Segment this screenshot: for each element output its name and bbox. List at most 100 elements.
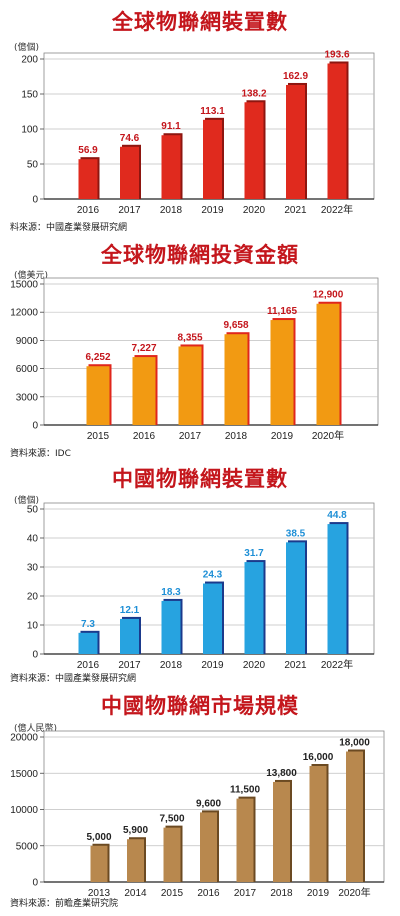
x-tick-label: 2020 [243,205,266,216]
y-tick-label: 50 [27,505,39,516]
y-unit-label: (億個) [14,43,40,53]
x-tick-label: 2019 [307,888,330,899]
data-label: 193.6 [324,49,349,60]
source-note: 資料來源：前瞻產業研究院 [10,899,119,909]
x-tick-label: 2015 [87,431,110,442]
y-tick-label: 40 [27,534,39,545]
bar [286,84,305,199]
y-tick-label: 3000 [16,392,39,403]
y-tick-label: 9000 [16,336,39,347]
data-label: 7,227 [131,343,156,354]
x-tick-label: 2020 [243,660,266,671]
data-label: 38.5 [286,528,306,539]
x-tick-label: 2021 [284,205,307,216]
data-label: 6,252 [85,352,110,363]
y-tick-label: 0 [32,195,38,206]
data-label: 7.3 [81,619,95,630]
source-note: 料來源：中國產業發展研究網 [10,223,128,233]
x-tick-label: 2018 [270,888,293,899]
y-tick-label: 50 [27,160,39,171]
bar-chart-global-iot-investment: 0 3000 6000 9000 12000 15000 6,252 2015 7,227 201… [10,277,379,442]
y-tick-label: 6000 [16,364,39,375]
bar [86,366,110,425]
bar [78,159,98,199]
chart-title: 全球物聯網投資金額 [101,242,299,267]
bar [244,562,264,654]
chart-title: 中國物聯網裝置數 [112,466,288,491]
bar [200,812,217,882]
bar [236,798,254,882]
x-tick-label: 2017 [118,660,141,671]
bar [120,618,139,654]
data-label: 11,165 [267,306,297,317]
data-label: 18,000 [339,738,370,749]
y-unit-label: (億美元) [14,271,49,281]
x-tick-label: 2019 [201,660,224,671]
x-tick-label: 2019 [271,431,294,442]
y-tick-label: 12000 [10,308,38,319]
bar-chart-global-iot-devices: 0 50 100 150 200 56.9 2016 74.6 2017 91.1 2018 113.… [21,49,375,216]
data-label: 56.9 [78,145,98,156]
bar [316,303,340,425]
x-tick-label: 2013 [88,888,111,899]
y-tick-label: 0 [32,421,38,432]
bar [120,146,139,199]
x-tick-label: 2021 [284,660,307,671]
x-tick-label: 2016 [133,431,156,442]
data-label: 16,000 [303,752,334,763]
y-tick-label: 0 [32,650,38,661]
data-label: 113.1 [200,106,225,117]
data-label: 162.9 [283,71,308,82]
data-label: 8,355 [177,332,202,343]
x-tick-label: 2017 [234,888,257,899]
bar [127,839,144,882]
data-label: 24.3 [203,570,223,581]
source-note: 資料來源：中國產業發展研究網 [10,674,137,684]
data-label: 138.2 [241,88,266,99]
bar [244,102,264,199]
data-label: 74.6 [120,133,140,144]
bar [270,320,294,425]
x-tick-label: 2016 [197,888,220,899]
x-tick-label: 2015 [161,888,184,899]
x-tick-label: 2018 [225,431,248,442]
y-tick-label: 10 [27,621,39,632]
data-label: 44.8 [327,510,347,521]
y-tick-label: 5000 [16,841,39,852]
bar [203,119,222,199]
data-label: 9,600 [196,798,221,809]
x-tick-label: 2017 [118,205,141,216]
y-tick-label: 10000 [10,805,38,816]
data-label: 9,658 [223,320,248,331]
bar [178,346,202,425]
bar [327,63,347,200]
data-label: 13,800 [266,768,297,779]
x-tick-label: 2014 [124,888,147,899]
y-tick-label: 30 [27,563,39,574]
x-tick-label: 2020年 [338,886,370,899]
data-label: 12,900 [313,290,344,301]
data-label: 7,500 [159,814,184,825]
bar [224,334,248,425]
bar [309,766,327,882]
data-label: 5,900 [123,825,148,836]
y-tick-label: 20 [27,592,39,603]
bar [163,827,181,882]
x-tick-label: 2016 [77,205,100,216]
data-label: 11,500 [230,785,260,796]
x-tick-label: 2018 [160,205,183,216]
y-tick-label: 100 [21,125,38,136]
chart-title: 全球物聯網裝置數 [112,9,288,34]
bar [161,600,181,654]
x-tick-label: 2018 [160,660,183,671]
bar [161,135,181,199]
data-label: 18.3 [161,587,181,598]
bar [132,357,156,425]
bar [286,542,305,654]
bar-chart-china-iot-devices: 0 10 20 30 40 50 7.3 2016 12.1 2017 18.3 2018 24.3 20… [27,502,375,671]
bar [90,845,108,882]
x-tick-label: 2022年 [321,658,353,671]
bar [203,583,222,654]
y-tick-label: 15000 [10,280,38,291]
